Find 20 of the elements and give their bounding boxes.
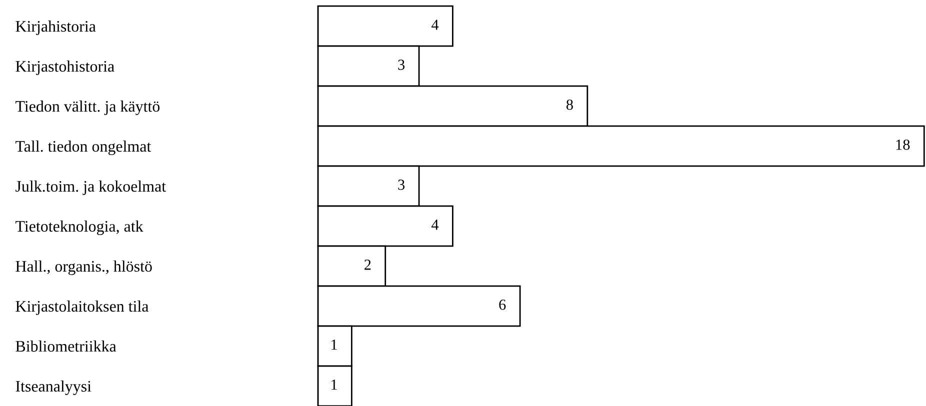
- data-label: 3: [398, 60, 405, 70]
- y-tick-label: Itseanalyysi: [16, 380, 92, 395]
- y-tick-label: Hall., organis., hlöstö: [16, 260, 152, 276]
- y-tick-label: Julk.toim. ja kokoelmat: [16, 180, 166, 195]
- y-tick-label: Kirjastohistoria: [16, 60, 114, 76]
- data-label: 4: [431, 220, 439, 230]
- y-tick-label: Kirjastolaitoksen tila: [16, 300, 149, 315]
- data-label: 6: [499, 300, 506, 310]
- data-label: 4: [431, 20, 439, 30]
- data-label: 18: [896, 140, 910, 150]
- y-tick-label: Tietoteknologia, atk: [16, 220, 144, 236]
- data-label: 1: [331, 380, 337, 390]
- data-label: 8: [566, 100, 573, 110]
- y-tick-label: Tall. tiedon ongelmat: [16, 140, 152, 156]
- data-label: 3: [398, 180, 405, 190]
- y-tick-label: Kirjahistoria: [16, 20, 96, 36]
- y-tick-label: Bibliometriikka: [16, 340, 116, 352]
- data-label: 2: [364, 260, 371, 270]
- data-label: 1: [331, 340, 337, 350]
- y-tick-label: Tiedon välitt. ja käyttö: [16, 100, 160, 116]
